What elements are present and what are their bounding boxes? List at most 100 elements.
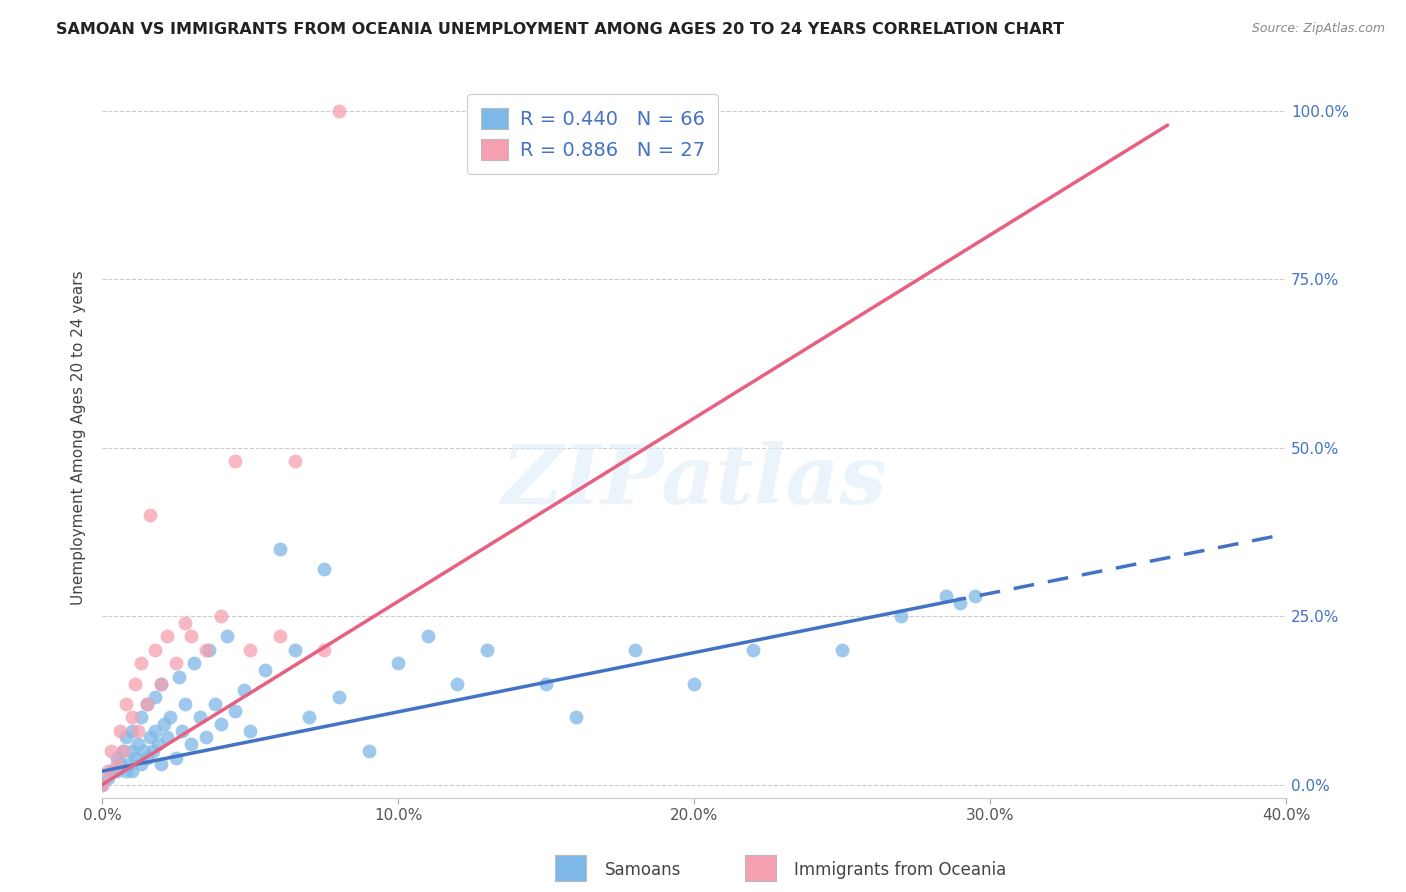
Point	[475, 643, 498, 657]
Point	[111, 744, 134, 758]
Point	[534, 676, 557, 690]
Point	[150, 676, 173, 690]
Point	[156, 629, 179, 643]
Point	[174, 697, 197, 711]
Point	[118, 757, 141, 772]
Point	[416, 629, 439, 643]
Y-axis label: Unemployment Among Ages 20 to 24 years: Unemployment Among Ages 20 to 24 years	[72, 270, 86, 605]
Point	[121, 744, 143, 758]
Point	[135, 697, 157, 711]
Point	[180, 737, 202, 751]
Point	[965, 589, 987, 603]
Text: Samoans: Samoans	[605, 861, 681, 879]
Point	[115, 764, 138, 778]
Point	[314, 562, 336, 576]
Point	[129, 657, 152, 671]
Point	[209, 609, 232, 624]
Point	[204, 697, 226, 711]
Point	[91, 778, 114, 792]
Point	[129, 710, 152, 724]
Point	[180, 629, 202, 643]
Point	[138, 731, 160, 745]
Point	[357, 744, 380, 758]
Legend: R = 0.440   N = 66, R = 0.886   N = 27: R = 0.440 N = 66, R = 0.886 N = 27	[467, 95, 718, 174]
Point	[949, 596, 972, 610]
Point	[683, 676, 706, 690]
Point	[165, 657, 187, 671]
Point	[115, 731, 138, 745]
Point	[328, 104, 350, 119]
Point	[148, 737, 170, 751]
Point	[328, 690, 350, 704]
Point	[269, 541, 291, 556]
Point	[224, 454, 246, 468]
Point	[132, 744, 155, 758]
Point	[145, 643, 167, 657]
Point	[121, 710, 143, 724]
Point	[253, 663, 276, 677]
Point	[284, 454, 307, 468]
Point	[121, 764, 143, 778]
Point	[150, 676, 173, 690]
Point	[197, 643, 219, 657]
Point	[138, 508, 160, 523]
Point	[108, 723, 131, 738]
Text: SAMOAN VS IMMIGRANTS FROM OCEANIA UNEMPLOYMENT AMONG AGES 20 TO 24 YEARS CORRELA: SAMOAN VS IMMIGRANTS FROM OCEANIA UNEMPL…	[56, 22, 1064, 37]
Point	[165, 750, 187, 764]
Text: ZIPatlas: ZIPatlas	[502, 441, 887, 521]
Point	[172, 723, 194, 738]
Point	[124, 676, 146, 690]
Point	[150, 757, 173, 772]
Point	[105, 764, 128, 778]
Point	[831, 643, 853, 657]
Point	[100, 744, 122, 758]
Text: Immigrants from Oceania: Immigrants from Oceania	[794, 861, 1007, 879]
Point	[91, 778, 114, 792]
Point	[215, 629, 238, 643]
Point	[564, 710, 586, 724]
Point	[233, 683, 256, 698]
Point	[127, 737, 149, 751]
Point	[209, 717, 232, 731]
Point	[127, 723, 149, 738]
Point	[156, 731, 179, 745]
Point	[135, 697, 157, 711]
Point	[145, 690, 167, 704]
Point	[224, 704, 246, 718]
Point	[159, 710, 181, 724]
Point	[183, 657, 205, 671]
Point	[145, 723, 167, 738]
Point	[284, 643, 307, 657]
Point	[129, 757, 152, 772]
Point	[97, 764, 120, 778]
Point	[269, 629, 291, 643]
Point	[111, 744, 134, 758]
Point	[105, 757, 128, 772]
Point	[121, 723, 143, 738]
Point	[239, 643, 262, 657]
Point	[298, 710, 321, 724]
Point	[890, 609, 912, 624]
Point	[188, 710, 211, 724]
Point	[108, 757, 131, 772]
Point	[194, 731, 217, 745]
Point	[446, 676, 468, 690]
Point	[314, 643, 336, 657]
Point	[742, 643, 765, 657]
Point	[935, 589, 957, 603]
Point	[167, 670, 190, 684]
Point	[153, 717, 176, 731]
Point	[135, 750, 157, 764]
Point	[141, 744, 163, 758]
Point	[387, 657, 409, 671]
Point	[239, 723, 262, 738]
Point	[105, 750, 128, 764]
Point	[174, 615, 197, 630]
Point	[100, 764, 122, 778]
Point	[115, 697, 138, 711]
Point	[124, 750, 146, 764]
Point	[194, 643, 217, 657]
Text: Source: ZipAtlas.com: Source: ZipAtlas.com	[1251, 22, 1385, 36]
Point	[624, 643, 647, 657]
Point	[97, 771, 120, 785]
